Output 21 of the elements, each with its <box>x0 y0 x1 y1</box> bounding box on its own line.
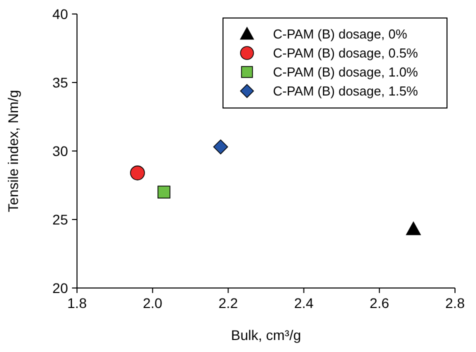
x-tick-label: 1.8 <box>67 295 87 311</box>
point <box>158 186 170 198</box>
x-tick-label: 2.8 <box>445 295 465 311</box>
y-tick-label: 20 <box>52 280 68 296</box>
legend-label: C-PAM (B) dosage, 0.5% <box>273 46 418 61</box>
y-axis-title: Tensile index, Nm/g <box>5 90 21 212</box>
legend-label: C-PAM (B) dosage, 1.0% <box>273 64 418 80</box>
point <box>406 222 421 236</box>
y-tick-label: 25 <box>52 211 68 228</box>
x-tick-label: 2.2 <box>218 295 238 311</box>
legend-label: C-PAM (B) dosage, 0% <box>273 26 408 42</box>
x-tick-label: 2.4 <box>294 295 314 311</box>
x-axis-title: Bulk, cm³/g <box>230 327 302 343</box>
y-tick-label: 35 <box>52 74 68 90</box>
point <box>130 166 145 180</box>
legend-label: C-PAM (B) dosage, 1.5% <box>273 84 418 99</box>
x-tick-label: 2.6 <box>370 295 390 311</box>
point <box>213 139 228 154</box>
y-tick-label: 30 <box>52 142 68 159</box>
y-tick-label: 40 <box>52 6 68 22</box>
x-tick-label: 2.0 <box>142 295 163 311</box>
